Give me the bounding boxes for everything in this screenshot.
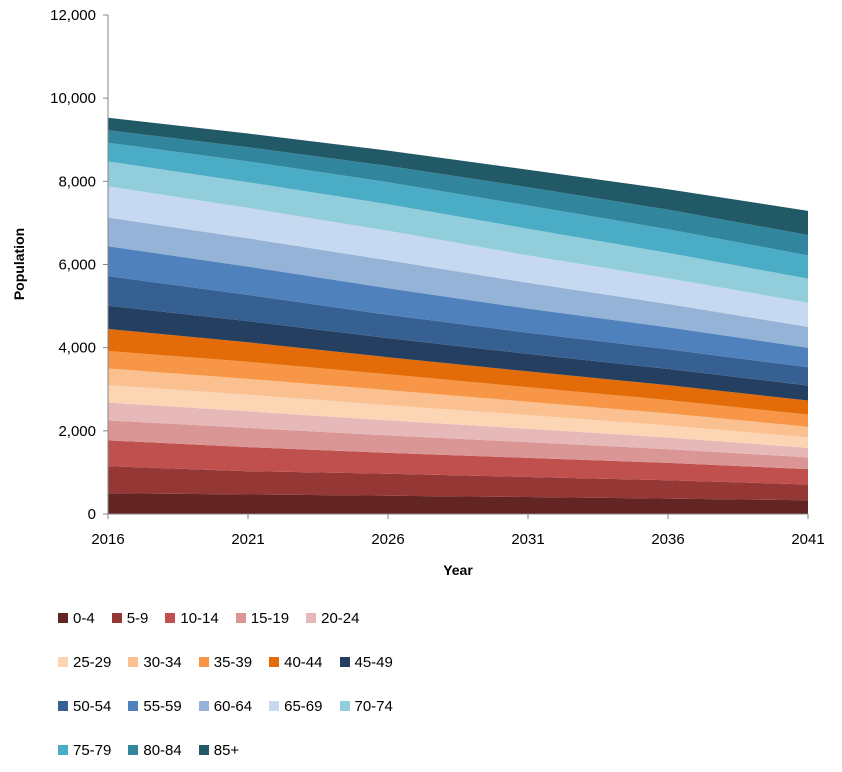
- legend-swatch: [165, 613, 176, 623]
- x-tick-label: 2016: [91, 531, 124, 548]
- area-series-10: [108, 276, 808, 386]
- area-series-2: [108, 440, 808, 485]
- area-series-12: [108, 217, 808, 348]
- legend-item: 70-74: [339, 697, 393, 715]
- legend-label: 25-29: [73, 653, 112, 671]
- legend-item: 30-34: [128, 653, 182, 671]
- legend-label: 45-49: [354, 653, 393, 671]
- legend-row: 25-29 30-34 35-39 40-44 45-49: [58, 640, 818, 684]
- area-series-13: [108, 186, 808, 327]
- legend-swatch: [269, 701, 280, 711]
- legend-label: 30-34: [143, 653, 182, 671]
- x-tick-label: 2031: [511, 531, 544, 548]
- legend-item: 35-39: [198, 653, 253, 671]
- area-series-8: [108, 329, 808, 415]
- legend-swatch: [58, 613, 68, 623]
- legend-label: 60-64: [213, 697, 253, 715]
- legend-item: 10-14: [165, 609, 219, 627]
- legend-label: 65-69: [284, 697, 323, 715]
- areas-layer: [108, 117, 808, 514]
- legend-item: 40-44: [269, 653, 323, 671]
- area-series-6: [108, 368, 808, 438]
- legend-item: 85+: [198, 741, 240, 759]
- y-tick-label: 12,000: [50, 7, 96, 24]
- legend-item: 20-24: [306, 609, 360, 627]
- x-tick-label: 2026: [371, 531, 404, 548]
- legend-label: 85+: [213, 741, 240, 759]
- area-series-15: [108, 142, 808, 279]
- legend-label: 40-44: [284, 653, 323, 671]
- legend-item: 60-64: [198, 697, 253, 715]
- y-axis-title: Population: [11, 228, 27, 300]
- area-series-16: [108, 130, 808, 256]
- x-tick-label: 2041: [791, 531, 824, 548]
- legend-label: 15-19: [250, 609, 290, 627]
- legend-item: 15-19: [235, 609, 290, 627]
- legend-item: 0-4: [58, 610, 95, 627]
- legend-label: 50-54: [73, 697, 112, 715]
- legend-label: 5-9: [126, 609, 149, 627]
- x-axis-title: Year: [443, 562, 473, 578]
- legend-swatch: [198, 745, 209, 755]
- legend-item: 50-54: [58, 698, 111, 715]
- legend-label: 20-24: [321, 609, 360, 627]
- ticks-layer: 0 2,000 4,000 6,000 8,000 10,000 12,000 2016 202…: [50, 7, 825, 548]
- legend-item: 55-59: [128, 697, 182, 715]
- legend-swatch: [198, 701, 209, 711]
- legend-swatch: [111, 613, 122, 623]
- legend-swatch: [58, 657, 68, 667]
- area-series-1: [108, 466, 808, 501]
- legend-swatch: [339, 657, 350, 667]
- area-series-11: [108, 246, 808, 368]
- legend-row: 50-54 55-59 60-64 65-69 70-74: [58, 684, 818, 728]
- y-tick-label: 6,000: [58, 257, 96, 274]
- legend-swatch: [128, 701, 139, 711]
- legend-item: 75-79: [58, 742, 111, 759]
- stacked-area-chart: 0 2,000 4,000 6,000 8,000 10,000 12,000 2016 202…: [11, 7, 825, 578]
- area-series-0: [108, 493, 808, 514]
- legend-item: 65-69: [269, 697, 323, 715]
- legend-swatch: [269, 657, 280, 667]
- area-series-17: [108, 117, 808, 235]
- legend-item: 5-9: [111, 609, 149, 627]
- legend-label: 70-74: [354, 697, 393, 715]
- legend-row: 0-4 5-9 10-14 15-19 20-24: [58, 596, 818, 640]
- area-series-5: [108, 385, 808, 448]
- legend-item: 25-29: [58, 654, 111, 671]
- x-tick-label: 2036: [651, 531, 684, 548]
- y-tick-label: 4,000: [58, 340, 96, 357]
- area-series-7: [108, 351, 808, 427]
- x-tick-label: 2021: [231, 531, 264, 548]
- legend-item: 80-84: [128, 741, 182, 759]
- legend-swatch: [306, 613, 317, 623]
- legend-swatch: [235, 613, 246, 623]
- area-series-3: [108, 420, 808, 470]
- legend-swatch: [128, 657, 139, 667]
- area-series-4: [108, 402, 808, 458]
- legend-item: 45-49: [339, 653, 393, 671]
- legend-label: 35-39: [213, 653, 253, 671]
- y-tick-label: 8,000: [58, 173, 96, 190]
- y-tick-label: 0: [88, 506, 96, 523]
- y-tick-label: 10,000: [50, 90, 96, 107]
- legend-label: 55-59: [143, 697, 182, 715]
- legend-label: 0-4: [73, 609, 95, 627]
- y-tick-label: 2,000: [58, 423, 96, 440]
- legend-swatch: [128, 745, 139, 755]
- area-series-9: [108, 305, 808, 401]
- legend-label: 10-14: [180, 609, 219, 627]
- legend-swatch: [339, 701, 350, 711]
- legend-swatch: [198, 657, 209, 667]
- legend-label: 80-84: [143, 741, 182, 759]
- legend-label: 75-79: [73, 741, 112, 759]
- legend: 0-4 5-9 10-14 15-19 20-24 25-29 30-34 35-39 40-4…: [58, 596, 818, 772]
- legend-swatch: [58, 745, 68, 755]
- legend-row: 75-79 80-84 85+: [58, 728, 818, 772]
- legend-swatch: [58, 701, 68, 711]
- area-series-14: [108, 161, 808, 303]
